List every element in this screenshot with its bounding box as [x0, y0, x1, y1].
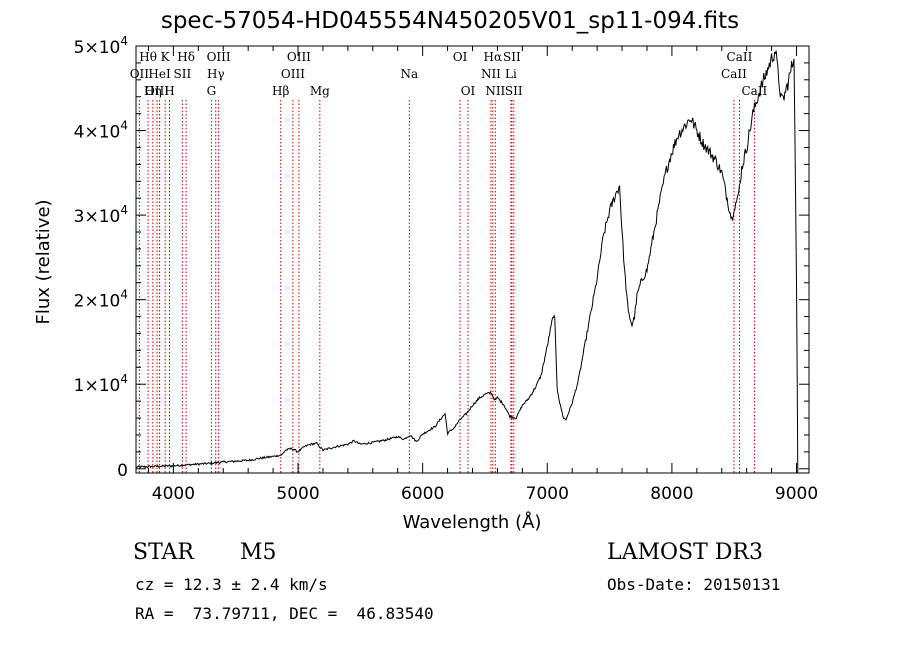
obs-date: Obs-Date: 20150131: [607, 575, 781, 594]
y-tick-label: 2×104: [74, 288, 128, 312]
x-tick-label: 6000: [401, 484, 444, 504]
y-tick-exponent: 4: [120, 203, 128, 217]
object-class: STAR: [133, 540, 194, 565]
y-tick-mantissa: 0: [117, 461, 128, 481]
line-label: OI: [461, 84, 476, 98]
line-label: Hγ: [207, 67, 225, 81]
line-label: OIII: [207, 50, 231, 64]
line-label: Hα: [484, 50, 503, 64]
y-tick-label: 4×104: [74, 119, 128, 143]
line-label: OII: [130, 67, 150, 81]
y-tick-label: 0: [117, 461, 128, 481]
series-group: [135, 50, 799, 474]
y-tick-mantissa: 1×10: [74, 376, 121, 396]
x-tick-label: 9000: [775, 484, 818, 504]
y-tick-mantissa: 4×10: [74, 123, 121, 143]
line-label: Hθ: [139, 50, 157, 64]
line-label: SII: [503, 50, 521, 64]
y-axis-label: Flux (relative): [33, 199, 54, 324]
plot-frame: [135, 45, 810, 474]
line-label: Hδ: [177, 50, 195, 64]
line-label: Li: [505, 67, 517, 81]
y-tick-exponent: 4: [120, 34, 128, 48]
line-label: H: [164, 84, 174, 98]
x-tick-label: 8000: [650, 484, 693, 504]
y-tick-exponent: 4: [120, 372, 128, 386]
line-label: NII: [481, 67, 501, 81]
y-tick-mantissa: 2×10: [74, 292, 121, 312]
line-label: OIII: [287, 50, 311, 64]
x-axis: 4000 5000 6000 7000 8000 9000: [147, 46, 818, 504]
x-tick-label: 7000: [526, 484, 569, 504]
y-tick-mantissa: 5×10: [74, 38, 121, 58]
line-label: Mg: [310, 84, 330, 98]
y-tick-exponent: 4: [120, 288, 128, 302]
line-markers: [138, 100, 755, 473]
line-label: OIII: [281, 67, 305, 81]
line-label: Hβ: [272, 84, 289, 98]
coordinates: RA = 73.79711, DEC = 46.83540: [135, 604, 434, 623]
line-label: SII: [505, 84, 523, 98]
y-tick-label: 3×104: [74, 203, 128, 227]
chart-title: spec-57054-HD045554N450205V01_sp11-094.f…: [160, 8, 740, 34]
x-tick-label: 5000: [276, 484, 319, 504]
line-label: NII: [485, 84, 505, 98]
line-label: CaII: [741, 84, 767, 98]
line-label: CaII: [727, 50, 753, 64]
spectrum-line: [135, 50, 799, 474]
redshift-info: cz = 12.3 ± 2.4 km/s: [135, 575, 328, 594]
line-label: HeI: [148, 67, 171, 81]
y-tick-label: 5×104: [74, 34, 128, 58]
object-subclass: M5: [240, 540, 277, 565]
line-label: SII: [174, 67, 192, 81]
line-label: G: [207, 84, 217, 98]
y-tick-exponent: 4: [120, 119, 128, 133]
line-label: Hη: [144, 84, 162, 98]
line-label: K: [161, 50, 171, 64]
x-tick-label: 4000: [152, 484, 195, 504]
y-tick-label: 1×104: [74, 372, 128, 396]
line-label: CaII: [721, 67, 747, 81]
survey-name: LAMOST DR3: [607, 540, 763, 565]
x-axis-label: Wavelength (Å): [403, 511, 542, 533]
line-label: OIII: [145, 84, 169, 98]
y-tick-mantissa: 3×10: [74, 207, 121, 227]
line-label: OI: [453, 50, 468, 64]
line-label: Na: [400, 67, 418, 81]
